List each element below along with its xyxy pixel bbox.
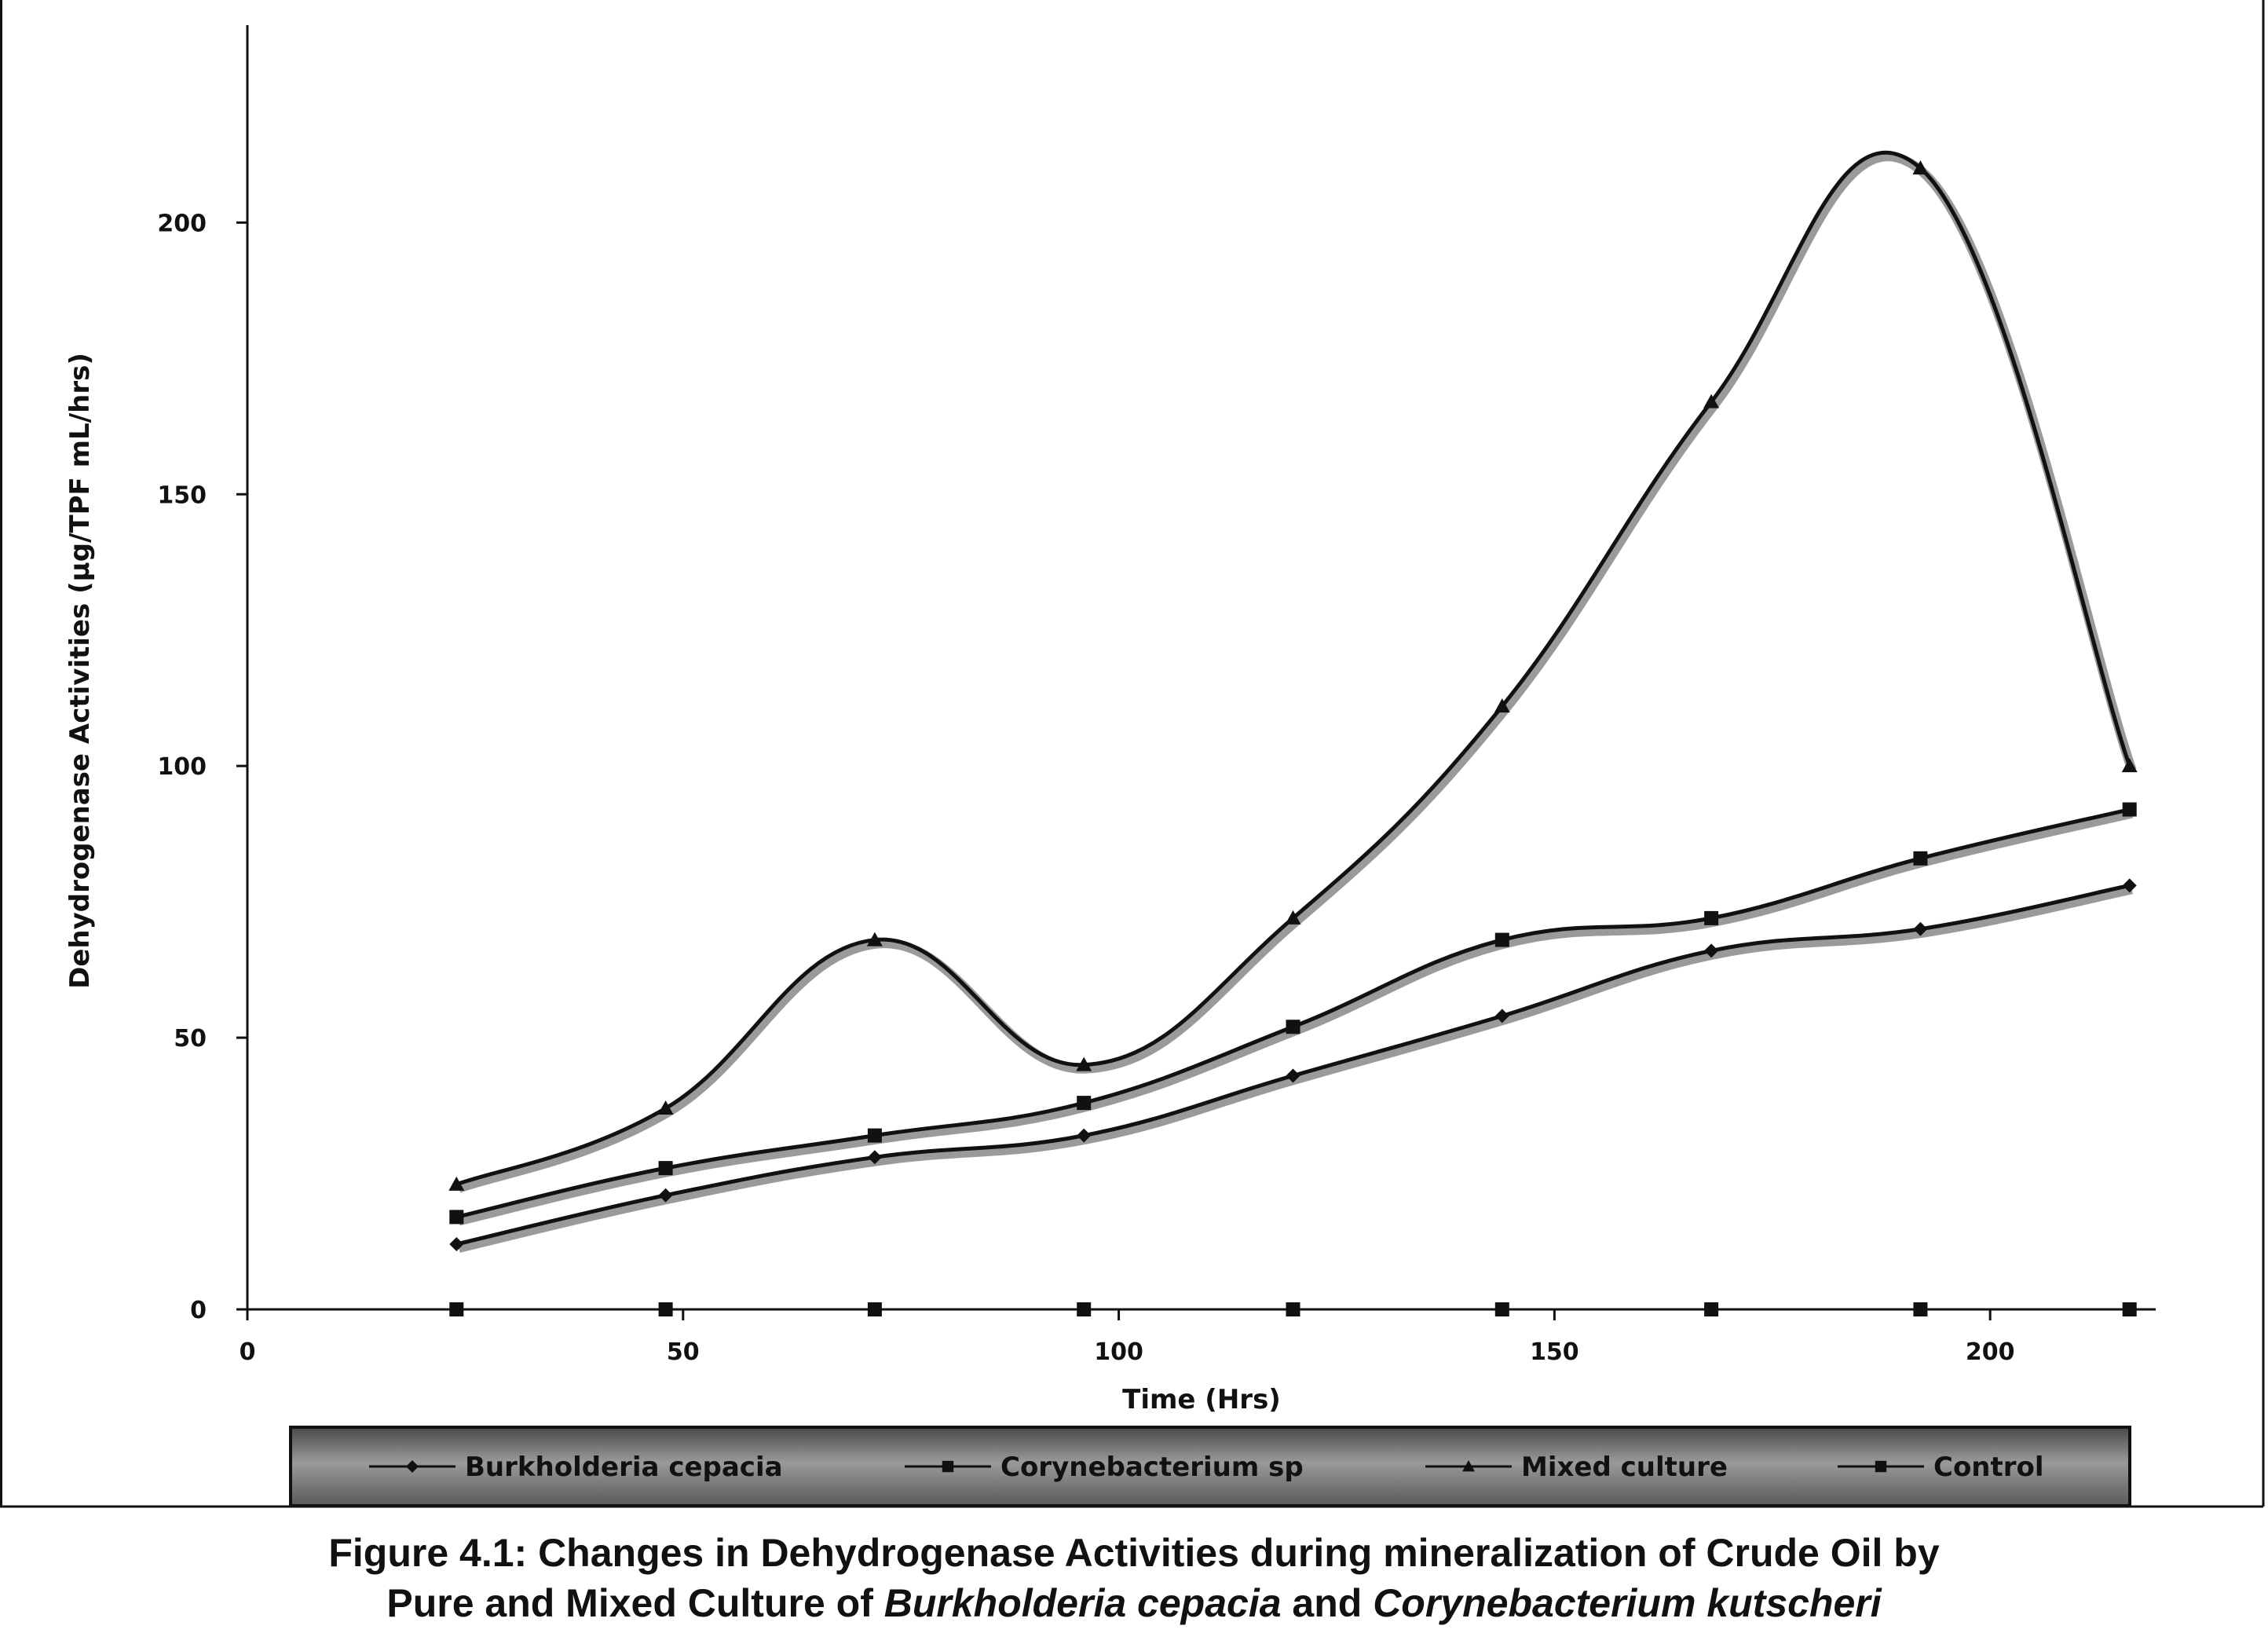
series-0-point-3 [1077, 1128, 1092, 1143]
legend-marker-0 [406, 1460, 419, 1473]
line-chart: 0 50 100 150 200 0 50 100 150 200 Dehydrogenase A… [0, 0, 2265, 1508]
series-0-point-5 [1494, 1009, 1509, 1023]
series-0-point-1 [658, 1188, 673, 1203]
caption-line-1: Figure 4.1: Changes in Dehydrogenase Act… [328, 1531, 1940, 1575]
caption-species-1: Burkholderia cepacia [883, 1581, 1282, 1625]
legend-label-3: Control [1933, 1452, 2044, 1483]
series-0-point-4 [1286, 1068, 1300, 1083]
x-axis-title: Time (Hrs) [1122, 1384, 1281, 1415]
series-3-point-0 [449, 1302, 464, 1316]
y-tick-label-1: 50 [174, 1025, 207, 1053]
series-3-point-8 [2122, 1302, 2137, 1316]
series-1-line [455, 807, 2131, 1219]
figure-caption: Figure 4.1: Changes in Dehydrogenase Act… [0, 1528, 2268, 1628]
series-0-point-2 [867, 1150, 882, 1165]
legend: Burkholderia cepacia Corynebacterium sp Mi… [289, 1426, 2131, 1507]
series-1-point-4 [1286, 1020, 1300, 1034]
y-axis-title: Dehydrogenase Activities (µg/TPF mL/hrs) [64, 353, 96, 989]
series-3 [449, 1302, 2137, 1316]
series-3-point-2 [867, 1302, 882, 1316]
legend-item-0: Burkholderia cepacia [369, 1452, 783, 1483]
x-tick-label-4: 200 [1966, 1338, 2015, 1366]
series-1-point-7 [1913, 851, 1928, 866]
series-1-point-0 [449, 1210, 464, 1225]
legend-marker-3 [1875, 1460, 1887, 1473]
x-tick-label-0: 0 [240, 1338, 256, 1366]
series-2-point-8 [2121, 758, 2138, 773]
legend-label-0: Burkholderia cepacia [465, 1452, 783, 1483]
legend-item-2: Mixed culture [1425, 1452, 1728, 1483]
series-3-point-7 [1913, 1302, 1928, 1316]
axes: 0 50 100 150 200 0 50 100 150 200 [157, 25, 2156, 1366]
series-1 [449, 802, 2137, 1226]
series-2 [448, 151, 2138, 1193]
legend-label-1: Corynebacterium sp [1000, 1452, 1304, 1483]
series-3-point-5 [1494, 1302, 1509, 1316]
y-tick-label-3: 150 [157, 481, 207, 509]
series-2-point-2 [866, 932, 883, 946]
series-3-point-4 [1286, 1302, 1300, 1316]
series-0-point-0 [449, 1236, 464, 1251]
x-tick-label-2: 100 [1094, 1338, 1143, 1366]
series-1-point-6 [1704, 910, 1719, 925]
x-tick-label-3: 150 [1530, 1338, 1579, 1366]
series-0 [449, 878, 2137, 1253]
series-1-point-1 [658, 1161, 673, 1176]
series-0-point-7 [1913, 921, 1928, 936]
legend-label-2: Mixed culture [1521, 1452, 1728, 1483]
series-2-point-7 [1912, 160, 1929, 175]
legend-marker-1 [942, 1460, 954, 1473]
series-0-shadow [457, 884, 2133, 1253]
series-2-point-5 [1494, 698, 1510, 713]
series-1-point-5 [1494, 932, 1509, 947]
caption-line-2-and: and [1281, 1581, 1374, 1625]
legend-item-1: Corynebacterium sp [905, 1452, 1304, 1483]
y-tick-label-0: 0 [190, 1297, 207, 1324]
legend-marker-2 [1462, 1460, 1475, 1472]
legend-item-3: Control [1838, 1452, 2044, 1483]
series-0-point-6 [1704, 943, 1719, 958]
x-tick-label-1: 50 [667, 1338, 700, 1366]
series-layer [448, 151, 2138, 1316]
series-2-point-4 [1285, 910, 1301, 925]
series-1-point-8 [2122, 802, 2137, 817]
series-0-point-8 [2122, 878, 2137, 893]
caption-line-2: Pure and Mixed Culture of Burkholderia c… [0, 1578, 2268, 1628]
series-3-point-6 [1704, 1302, 1719, 1316]
series-3-point-3 [1077, 1302, 1092, 1316]
series-3-point-1 [658, 1302, 673, 1316]
caption-line-2-prefix: Pure and Mixed Culture of [386, 1581, 884, 1625]
series-2-point-0 [448, 1176, 465, 1191]
y-tick-label-4: 200 [157, 210, 207, 237]
legend-box [289, 1426, 2131, 1507]
series-2-point-1 [657, 1100, 674, 1115]
series-1-point-2 [867, 1128, 882, 1143]
series-2-point-6 [1703, 394, 1720, 408]
series-1-point-3 [1077, 1096, 1092, 1111]
caption-species-2: Corynebacterium kutscheri [1373, 1581, 1882, 1625]
y-tick-label-2: 100 [157, 753, 207, 781]
series-2-point-3 [1076, 1056, 1092, 1071]
